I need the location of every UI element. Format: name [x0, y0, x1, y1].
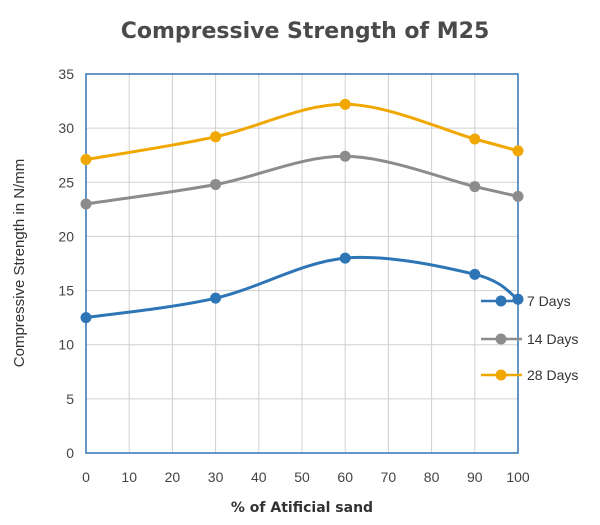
y-tick-label: 0	[66, 445, 74, 461]
x-tick-label: 40	[251, 469, 267, 485]
chart-title: Compressive Strength of M25	[121, 19, 490, 44]
data-point	[210, 131, 222, 143]
legend: 7 Days 14 Days 28 Days	[481, 293, 578, 383]
x-tick-label: 0	[82, 469, 90, 485]
data-point	[469, 181, 481, 193]
data-point	[512, 293, 524, 305]
x-axis-title: % of Atificial sand	[231, 500, 373, 516]
x-tick-label: 70	[381, 469, 397, 485]
legend-swatch-marker	[495, 295, 507, 307]
data-point	[80, 198, 92, 210]
y-tick-label: 15	[58, 283, 74, 299]
series-group	[80, 98, 524, 324]
y-tick-label: 30	[58, 120, 74, 136]
data-point	[80, 312, 92, 324]
x-tick-label: 10	[121, 469, 137, 485]
legend-swatch-marker	[495, 333, 507, 345]
y-tick-label: 25	[58, 174, 74, 190]
data-point	[469, 268, 481, 280]
x-tick-label: 50	[294, 469, 310, 485]
data-point	[512, 145, 524, 157]
y-tick-label: 20	[58, 228, 74, 244]
y-axis-title: Compressive Strength in N/mm	[11, 159, 28, 367]
data-point	[339, 98, 351, 110]
x-tick-label: 100	[506, 469, 530, 485]
data-point	[339, 252, 351, 264]
plot-frame	[85, 73, 519, 454]
legend-label: 7 Days	[527, 293, 571, 309]
x-tick-label: 80	[424, 469, 440, 485]
data-point	[210, 178, 222, 190]
y-tick-label: 5	[66, 391, 74, 407]
legend-label: 28 Days	[527, 367, 578, 383]
axis-ticks: 0 5 10 15 20 25 30 35 0 10 20 30 40 50 60 70 80 90 100	[58, 66, 529, 485]
data-point	[469, 133, 481, 145]
x-tick-label: 90	[467, 469, 483, 485]
data-point	[80, 154, 92, 166]
data-point	[210, 292, 222, 304]
x-tick-label: 30	[208, 469, 224, 485]
x-tick-label: 60	[337, 469, 353, 485]
legend-label: 14 Days	[527, 331, 578, 347]
y-tick-label: 35	[58, 66, 74, 82]
y-tick-label: 10	[58, 337, 74, 353]
legend-swatch-marker	[495, 369, 507, 381]
x-tick-label: 20	[165, 469, 181, 485]
data-point	[512, 190, 524, 202]
data-point	[339, 150, 351, 162]
